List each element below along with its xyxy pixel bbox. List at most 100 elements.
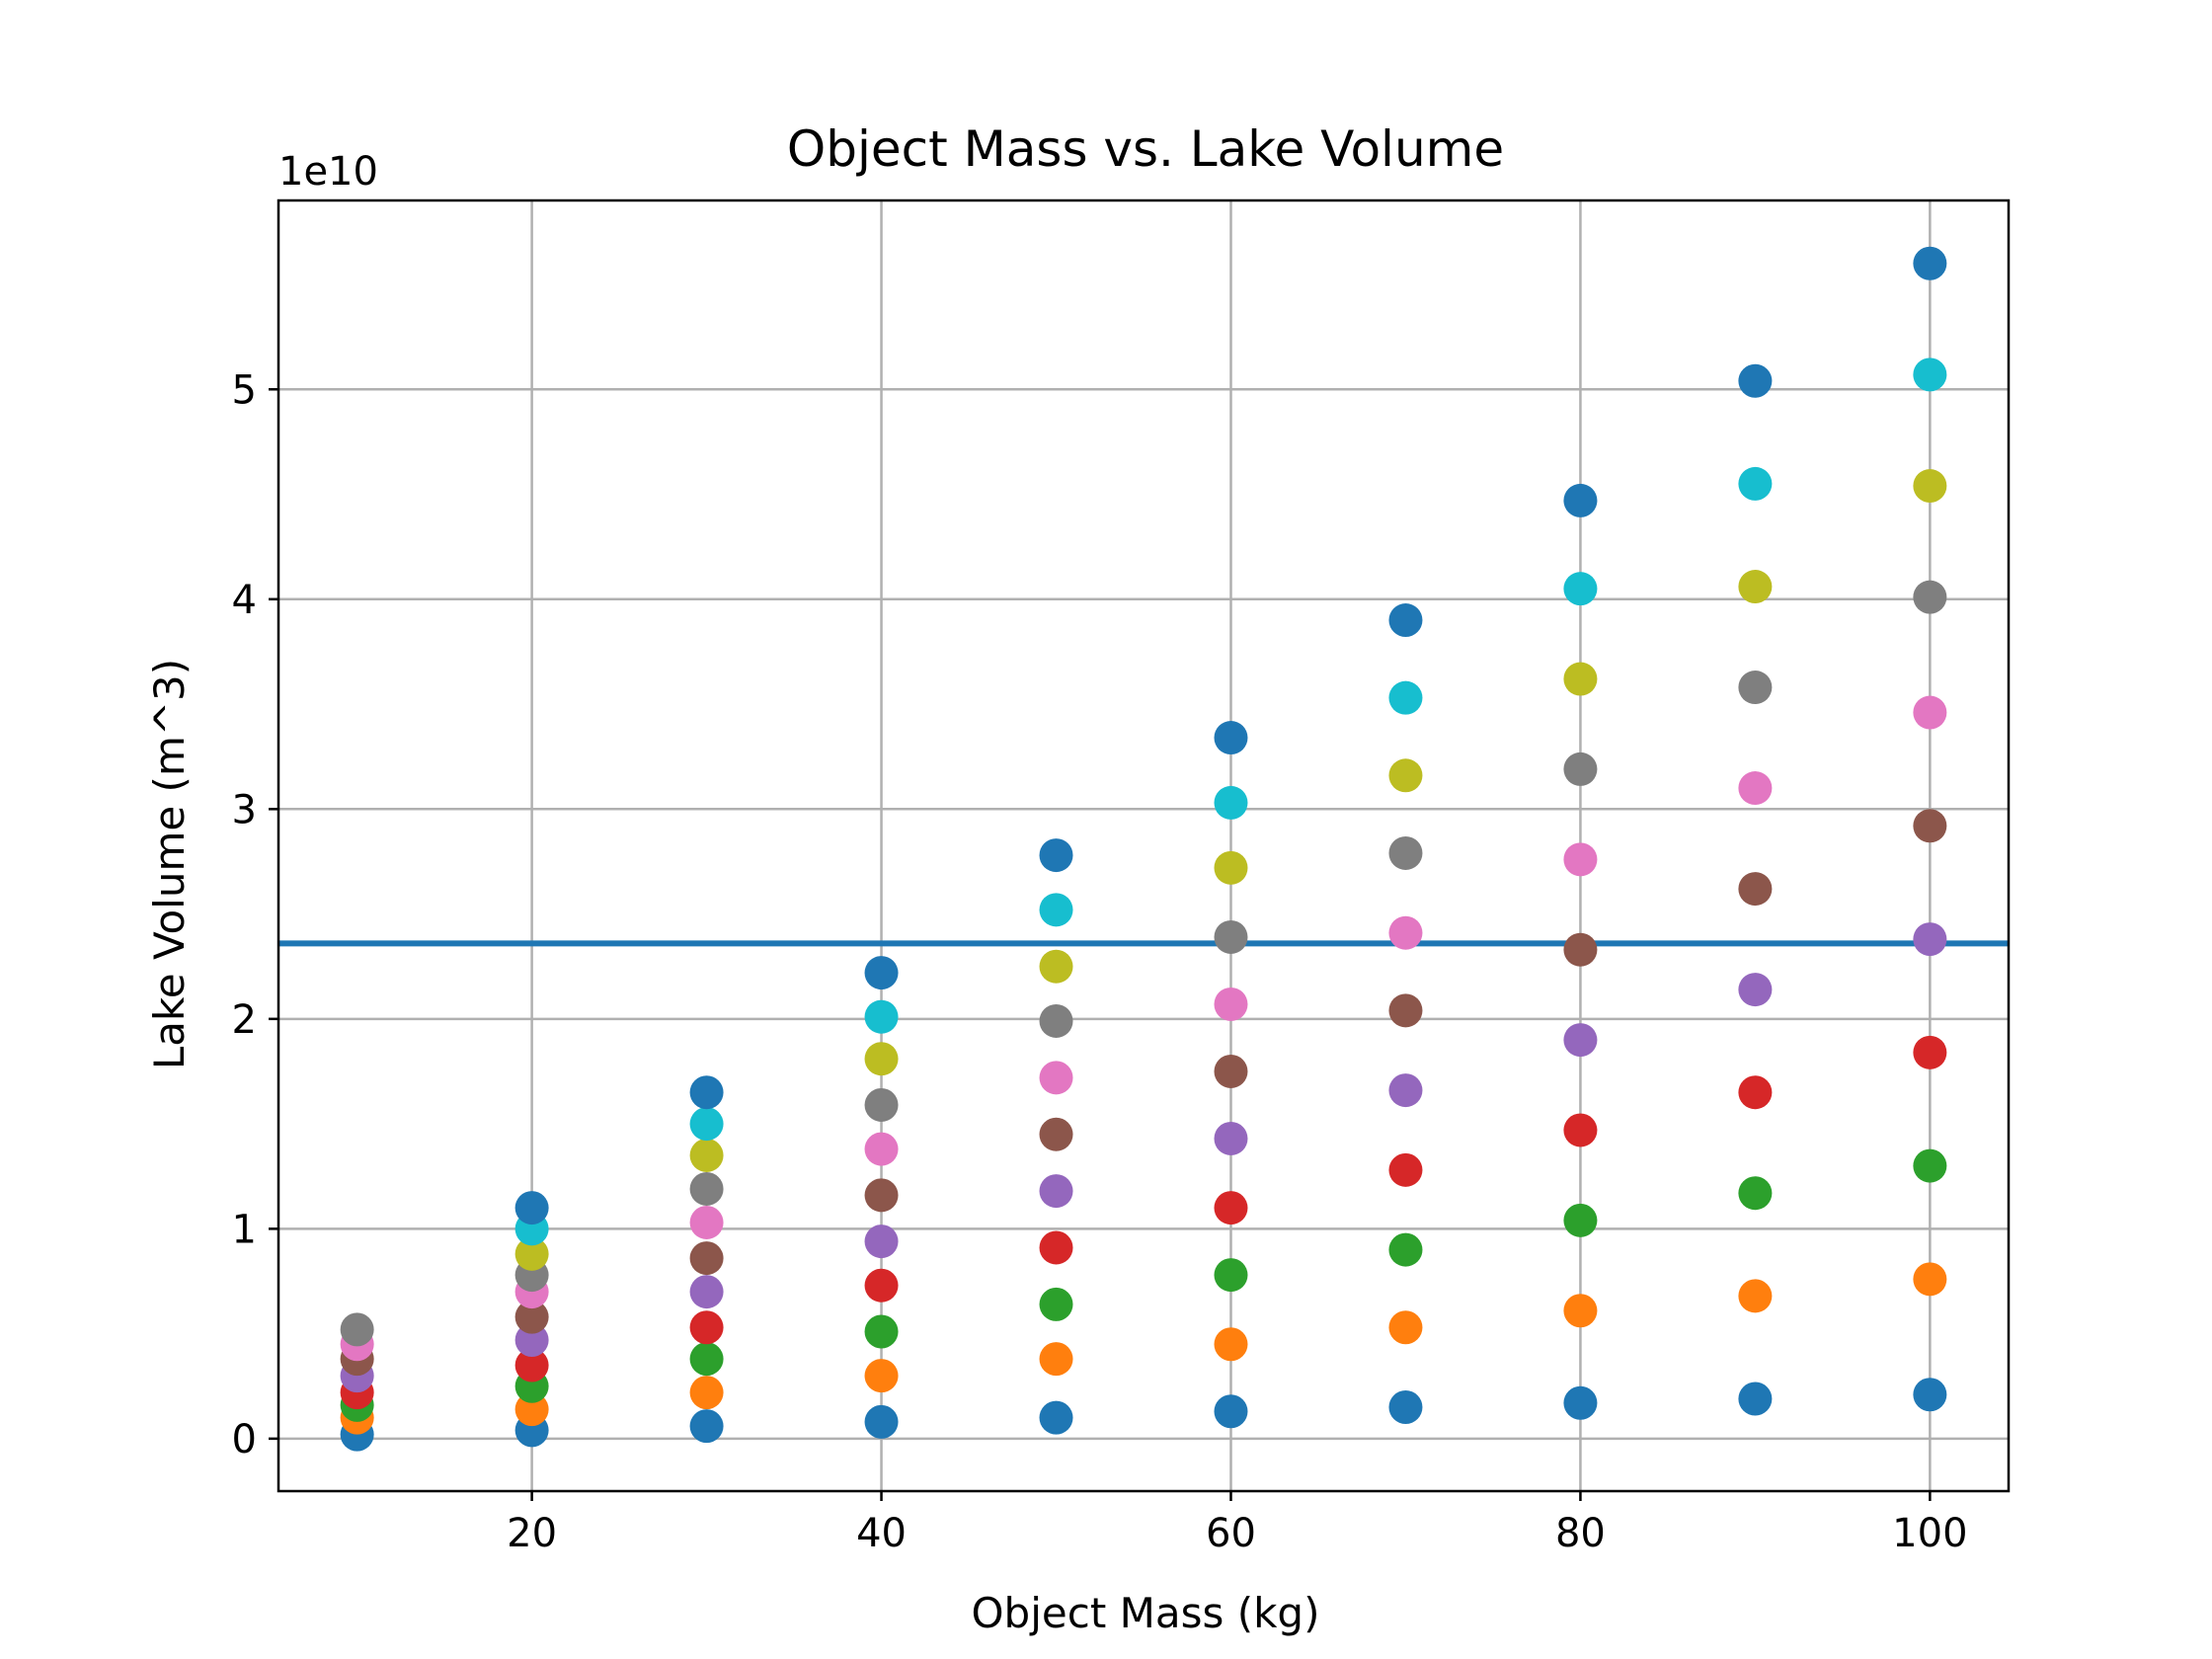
x-tick-label: 100 [1892, 1511, 1967, 1556]
data-point [1913, 809, 1947, 843]
data-point [1039, 893, 1073, 927]
axis-ticks: 20 40 60 80 100 0 1 2 3 4 5 [232, 367, 1968, 1556]
data-point [1388, 993, 1423, 1028]
data-point [864, 956, 899, 990]
data-point [1738, 363, 1773, 398]
y-tick-label: 5 [232, 367, 257, 413]
data-point [1039, 1400, 1073, 1435]
data-point [1039, 1174, 1073, 1209]
data-point [1214, 919, 1248, 954]
data-point [689, 1241, 724, 1276]
data-point [864, 999, 899, 1034]
y-tick-label: 2 [232, 997, 257, 1043]
data-point [1214, 1258, 1248, 1293]
x-axis-label: Object Mass (kg) [972, 1589, 1320, 1637]
data-point [1563, 483, 1598, 517]
data-point [1039, 1230, 1073, 1265]
data-point [1913, 469, 1947, 504]
data-point [1913, 695, 1947, 730]
data-point [864, 1087, 899, 1122]
data-point [864, 1132, 899, 1166]
data-point [1563, 572, 1598, 606]
data-point [1913, 1035, 1947, 1069]
data-point [1039, 1003, 1073, 1038]
data-point [864, 1359, 899, 1393]
data-point [1738, 671, 1773, 705]
data-point [514, 1191, 549, 1225]
data-point [864, 1224, 899, 1259]
data-point [514, 1236, 549, 1271]
x-tick-label: 20 [507, 1511, 557, 1556]
data-point [514, 1348, 549, 1382]
x-tick-label: 80 [1555, 1511, 1606, 1556]
chart-title: Object Mass vs. Lake Volume [787, 120, 1504, 178]
y-tick-label: 4 [232, 578, 257, 623]
data-point [1388, 835, 1423, 870]
data-point [1563, 751, 1598, 786]
data-point [340, 1312, 374, 1347]
data-point [864, 1314, 899, 1349]
data-point [1388, 1152, 1423, 1187]
data-point [1913, 1148, 1947, 1183]
data-point [1913, 357, 1947, 392]
data-point [1563, 1023, 1598, 1058]
data-point [1039, 1061, 1073, 1095]
data-points [340, 246, 1947, 1452]
data-point [689, 1075, 724, 1110]
data-point [689, 1409, 724, 1444]
data-point [1563, 662, 1598, 696]
data-point [1563, 1294, 1598, 1328]
data-point [514, 1392, 549, 1427]
x-tick-label: 40 [856, 1511, 907, 1556]
data-point [1913, 580, 1947, 614]
data-point [1563, 1385, 1598, 1420]
data-point [1214, 1121, 1248, 1155]
data-point [1214, 785, 1248, 820]
y-axis-label: Lake Volume (m^3) [145, 659, 194, 1069]
data-point [1913, 246, 1947, 280]
y-tick-label: 1 [232, 1207, 257, 1252]
data-point [1738, 973, 1773, 1007]
data-point [1039, 1342, 1073, 1377]
data-point [1738, 1382, 1773, 1416]
data-point [1738, 771, 1773, 806]
data-point [689, 1376, 724, 1410]
data-point [689, 1107, 724, 1142]
data-point [1039, 1117, 1073, 1151]
data-point [1214, 987, 1248, 1021]
data-point [1214, 1327, 1248, 1362]
data-point [1388, 1232, 1423, 1267]
data-point [689, 1171, 724, 1206]
data-point [1388, 680, 1423, 715]
y-tick-label: 0 [232, 1417, 257, 1462]
x-tick-label: 60 [1206, 1511, 1256, 1556]
data-point [1039, 838, 1073, 873]
data-point [1388, 603, 1423, 638]
y-offset-label: 1e10 [278, 149, 378, 195]
data-point [689, 1342, 724, 1377]
data-point [1039, 1287, 1073, 1321]
data-point [1214, 1191, 1248, 1225]
data-point [1563, 1113, 1598, 1147]
data-point [1388, 1389, 1423, 1424]
data-point [1388, 758, 1423, 793]
data-point [1913, 922, 1947, 957]
data-point [1563, 1203, 1598, 1237]
plot-frame [276, 198, 2011, 1493]
data-point [1738, 1075, 1773, 1110]
data-point [514, 1322, 549, 1357]
data-point [1563, 842, 1598, 877]
data-point [1913, 1262, 1947, 1297]
data-point [1738, 1279, 1773, 1313]
grid-lines [278, 200, 2009, 1491]
data-point [1738, 570, 1773, 604]
data-point [864, 1042, 899, 1076]
data-point [864, 1268, 899, 1303]
data-point [1214, 1394, 1248, 1429]
data-point [689, 1138, 724, 1172]
data-point [689, 1205, 724, 1239]
data-point [1214, 721, 1248, 755]
data-point [689, 1275, 724, 1309]
